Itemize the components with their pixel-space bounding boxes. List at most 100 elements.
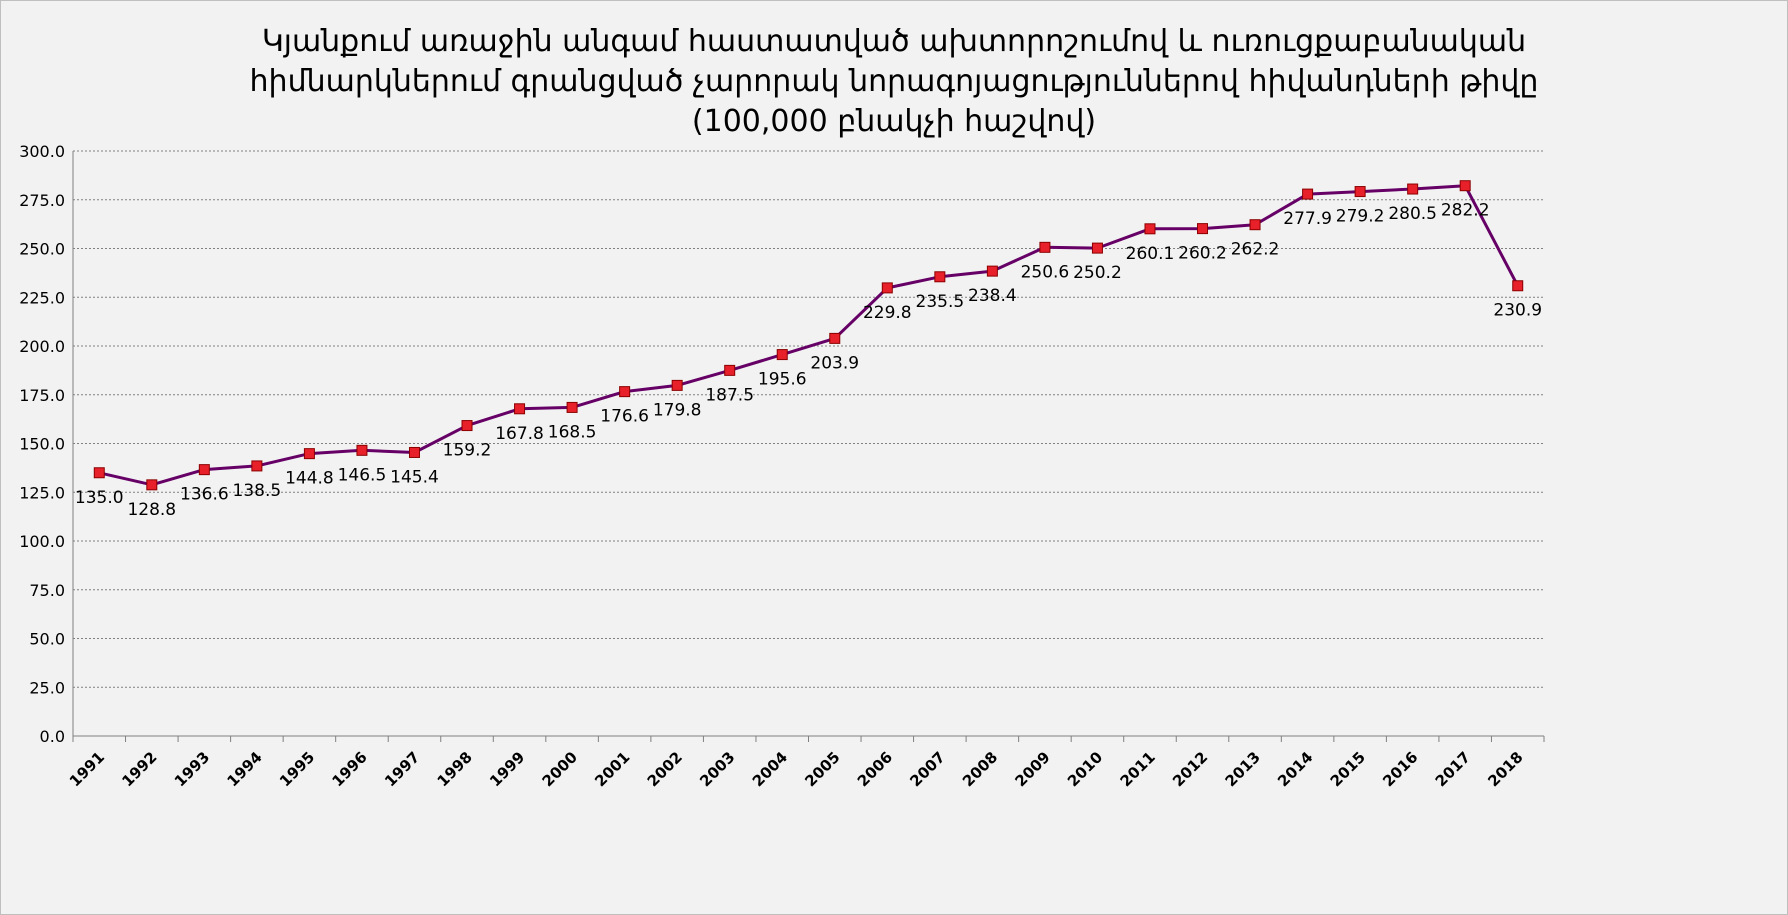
- data-point-marker: [146, 479, 158, 491]
- y-tick-label: 25.0: [29, 678, 65, 697]
- data-point-marker: [1354, 186, 1366, 198]
- y-tick-label: 275.0: [19, 191, 65, 210]
- x-tick-label: 2008: [959, 748, 1001, 790]
- x-tick-label: 1999: [486, 748, 528, 790]
- x-tick-label: 1996: [329, 748, 371, 790]
- y-tick-label: 125.0: [19, 483, 65, 502]
- x-tick-label: 2013: [1222, 748, 1264, 790]
- data-label: 145.4: [390, 467, 439, 487]
- data-point-marker: [619, 386, 631, 398]
- data-point-marker: [1302, 188, 1314, 200]
- x-tick-label: 2012: [1169, 748, 1211, 790]
- x-tick-label: 1997: [381, 748, 423, 790]
- y-axis-tick-labels: 0.0 25.0 50.0 75.0 100.0 125.0 150.0 175.0 200.0…: [19, 142, 65, 746]
- data-point-marker: [566, 401, 578, 413]
- data-label: 135.0: [75, 488, 124, 508]
- x-tick-label: 2010: [1064, 748, 1106, 790]
- x-tick-label: 2002: [644, 748, 686, 790]
- x-tick-label: 1991: [66, 748, 108, 790]
- data-label: 280.5: [1388, 204, 1437, 224]
- data-point-marker: [1459, 180, 1471, 192]
- data-point-marker: [671, 379, 683, 391]
- x-tick-label: 2014: [1274, 748, 1316, 790]
- y-tick-label: 100.0: [19, 532, 65, 551]
- data-label: 176.6: [600, 407, 649, 427]
- data-label: 128.8: [127, 500, 176, 520]
- data-label: 230.9: [1493, 301, 1542, 321]
- data-label: 144.8: [285, 469, 334, 489]
- data-label: 159.2: [443, 441, 492, 461]
- data-point-marker: [986, 265, 998, 277]
- data-label: 167.8: [495, 424, 544, 444]
- data-label: 138.5: [233, 481, 282, 501]
- y-tick-label: 50.0: [29, 630, 65, 649]
- data-label: 179.8: [653, 400, 702, 420]
- data-point-marker: [1249, 219, 1261, 231]
- x-tick-label: 2000: [539, 748, 581, 790]
- data-point-marker: [1197, 223, 1209, 235]
- data-point-marker: [1144, 223, 1156, 235]
- y-tick-label: 225.0: [19, 288, 65, 307]
- x-tick-label: 2005: [801, 748, 843, 790]
- y-tick-label: 175.0: [19, 386, 65, 405]
- data-label: 195.6: [758, 370, 807, 390]
- data-point-marker: [356, 444, 368, 456]
- data-label: 277.9: [1283, 209, 1332, 229]
- x-tick-label: 1992: [118, 748, 160, 790]
- x-tick-label: 2018: [1484, 748, 1526, 790]
- data-label: 229.8: [863, 303, 912, 323]
- data-label: 260.2: [1178, 244, 1227, 264]
- series-line: [98, 184, 1520, 487]
- data-point-marker: [1039, 241, 1051, 253]
- data-point-marker: [1407, 183, 1419, 195]
- data-point-marker: [251, 460, 263, 472]
- gridlines: [73, 150, 1544, 688]
- y-tick-label: 300.0: [19, 142, 65, 161]
- x-tick-label: 2017: [1432, 748, 1474, 790]
- data-label: 262.2: [1231, 240, 1280, 260]
- data-label: 235.5: [916, 292, 965, 312]
- data-point-marker: [93, 467, 105, 479]
- x-tick-label: 1998: [434, 748, 476, 790]
- x-tick-label: 2011: [1117, 748, 1159, 790]
- data-series: [93, 180, 1524, 491]
- x-axis-tick-labels: 1991 1992 1993 1994 1995 1996 1997 1998 1999 2000…: [66, 748, 1527, 790]
- data-point-marker: [1512, 280, 1524, 292]
- data-label: 260.1: [1126, 244, 1175, 264]
- data-point-marker: [461, 420, 473, 432]
- data-point-marker: [408, 446, 420, 458]
- x-tick-label: 1995: [276, 748, 318, 790]
- data-label: 146.5: [338, 465, 387, 485]
- x-tick-label: 2016: [1379, 748, 1421, 790]
- x-tick-label: 2015: [1327, 748, 1369, 790]
- y-tick-label: 250.0: [19, 240, 65, 259]
- x-tick-label: 2007: [906, 748, 948, 790]
- chart-title-line-2: հիմնարկներում գրանցված չարորակ նորագոյաց…: [249, 64, 1539, 99]
- y-tick-label: 0.0: [40, 727, 65, 746]
- x-tick-label: 2009: [1011, 748, 1053, 790]
- y-tick-label: 200.0: [19, 337, 65, 356]
- x-tick-label: 2006: [854, 748, 896, 790]
- data-label: 136.6: [180, 485, 229, 505]
- data-point-marker: [1091, 242, 1103, 254]
- data-point-marker: [934, 271, 946, 283]
- data-point-marker: [724, 364, 736, 376]
- data-label: 279.2: [1336, 207, 1385, 227]
- chart-title: Կյանքում առաջին անգամ հաստատված ախտորոշո…: [200, 22, 1588, 142]
- data-label: 187.5: [705, 385, 754, 405]
- data-label: 282.2: [1441, 201, 1490, 221]
- data-point-marker: [514, 403, 526, 415]
- data-point-marker: [829, 332, 841, 344]
- data-point-marker: [303, 448, 315, 460]
- data-point-marker: [198, 464, 210, 476]
- data-label: 168.5: [548, 422, 597, 442]
- chart-title-line-3: (100,000 բնակչի հաշվով): [691, 104, 1097, 139]
- x-tick-label: 1993: [171, 748, 213, 790]
- axes: [72, 151, 1545, 742]
- data-point-marker: [881, 282, 893, 294]
- x-tick-label: 1994: [223, 748, 265, 790]
- y-tick-label: 75.0: [29, 581, 65, 600]
- x-tick-label: 2003: [696, 748, 738, 790]
